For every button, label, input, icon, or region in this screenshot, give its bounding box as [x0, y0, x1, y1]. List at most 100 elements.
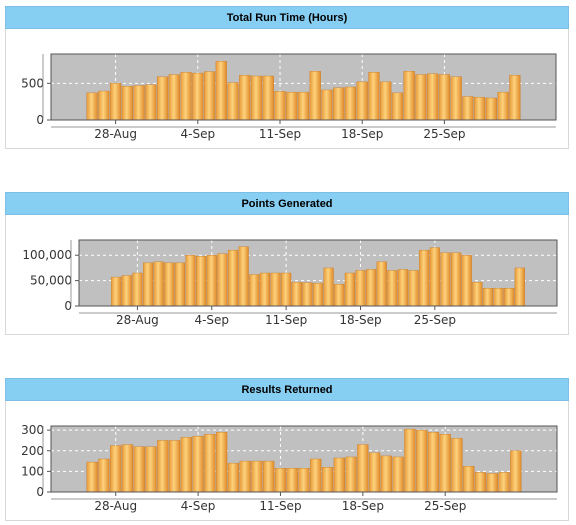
- bar: [227, 82, 239, 121]
- bar: [415, 74, 427, 121]
- chart-panel-run-time: Total Run Time (Hours) 0 500 28-Aug 4-Sep 11…: [5, 6, 569, 149]
- x-tick-label: 4-Sep: [181, 127, 216, 141]
- x-tick-label: 25-Sep: [423, 127, 465, 141]
- bar: [227, 462, 240, 493]
- y-tick-label: 500: [21, 76, 44, 90]
- bar: [274, 468, 287, 493]
- bar: [368, 72, 380, 121]
- bar: [391, 92, 404, 121]
- bar: [153, 261, 164, 307]
- bar: [286, 468, 298, 493]
- bar: [376, 261, 387, 307]
- bar: [498, 472, 510, 493]
- bar: [514, 267, 525, 307]
- chart-panel-results: Results Returned 0 100 200 300 28-Aug 4-Sep 11…: [5, 378, 569, 521]
- bar: [142, 262, 154, 307]
- run-time-chart: 0 500 28-Aug 4-Sep 11-Sep 18-Sep 25-Sep: [21, 53, 557, 141]
- bar: [98, 458, 110, 493]
- bar: [380, 455, 392, 493]
- bar: [345, 456, 357, 493]
- bar: [321, 89, 333, 121]
- x-tick-label: 18-Sep: [341, 127, 383, 141]
- bar: [497, 91, 509, 121]
- bar: [486, 473, 498, 493]
- bar: [356, 81, 368, 121]
- x-tick-label: 28-Aug: [116, 313, 159, 327]
- bar: [132, 272, 143, 307]
- bar: [309, 71, 321, 121]
- bar: [419, 249, 430, 307]
- y-tick-label: 50,000: [30, 274, 72, 288]
- x-tick-label: 4-Sep: [181, 499, 216, 513]
- x-tick-label: 18-Sep: [342, 499, 384, 513]
- bar: [439, 434, 451, 493]
- bar: [121, 444, 134, 493]
- bar: [333, 87, 345, 121]
- x-tick-label: 25-Sep: [414, 313, 456, 327]
- bar: [259, 272, 270, 307]
- bar: [392, 456, 404, 493]
- y-tick-label: 200: [21, 444, 44, 458]
- plot-frame: [50, 425, 558, 493]
- bar: [380, 81, 392, 121]
- bar: [286, 91, 298, 121]
- bar: [86, 92, 98, 121]
- bar: [427, 431, 440, 493]
- bar: [429, 247, 440, 307]
- x-tick-label: 4-Sep: [194, 313, 229, 327]
- bar: [281, 272, 292, 307]
- bar: [438, 74, 451, 121]
- x-tick-label: 25-Sep: [424, 499, 466, 513]
- y-tick-label: 100,000: [22, 248, 72, 262]
- chart-title-points: Points Generated: [5, 192, 569, 215]
- bar: [427, 73, 439, 121]
- bar: [133, 446, 145, 493]
- bar: [450, 76, 462, 121]
- bar: [274, 91, 286, 121]
- bar: [485, 97, 498, 121]
- bar: [98, 90, 110, 121]
- bar: [86, 461, 98, 493]
- bar: [463, 466, 475, 493]
- bar: [461, 255, 472, 307]
- bar: [109, 83, 122, 121]
- bar: [408, 270, 419, 307]
- bar: [333, 457, 345, 493]
- bar: [451, 252, 462, 307]
- bar: [451, 438, 463, 493]
- bar: [145, 446, 157, 493]
- bar: [297, 91, 310, 121]
- results-chart: 0 100 200 300 28-Aug 4-Sep 11-Sep 18-Sep 25-Sep: [21, 423, 558, 513]
- x-tick-label: 11-Sep: [259, 127, 301, 141]
- bar: [416, 429, 428, 493]
- bar: [239, 75, 251, 121]
- bar: [156, 76, 169, 121]
- bar: [251, 460, 263, 493]
- bar: [157, 440, 169, 493]
- y-tick-label: 300: [21, 423, 44, 437]
- bar: [474, 472, 487, 493]
- bar: [344, 86, 357, 121]
- bar: [133, 85, 145, 121]
- bar: [239, 460, 251, 493]
- bar: [321, 467, 334, 493]
- y-tick-label: 0: [64, 299, 72, 313]
- bar: [110, 445, 122, 493]
- bar: [504, 288, 515, 307]
- bar: [344, 272, 355, 307]
- bar: [355, 270, 366, 307]
- bar: [168, 74, 180, 121]
- bar: [204, 434, 216, 493]
- bar: [121, 86, 133, 121]
- bar: [203, 71, 216, 121]
- bar: [174, 262, 185, 307]
- bar: [472, 281, 483, 307]
- bar: [250, 75, 263, 121]
- bar: [404, 428, 416, 493]
- bar: [312, 282, 324, 307]
- y-tick-label: 0: [36, 113, 44, 127]
- bar: [180, 72, 192, 121]
- chart-title-run-time: Total Run Time (Hours): [5, 6, 569, 29]
- bar: [270, 272, 281, 307]
- x-tick-label: 11-Sep: [259, 499, 301, 513]
